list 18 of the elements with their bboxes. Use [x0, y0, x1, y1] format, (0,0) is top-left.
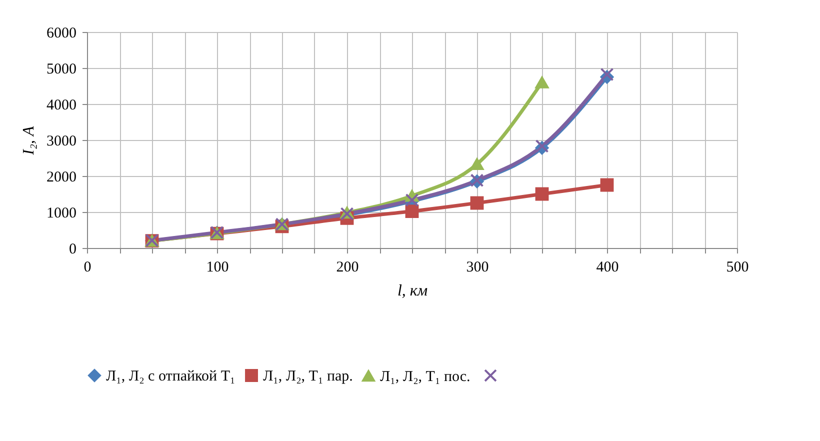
- y-axis-title: I₂, А: [20, 126, 38, 156]
- x-tick-label: 100: [206, 260, 229, 276]
- legend-label: Л₁, Л₂, Т₁ пар.: [263, 368, 353, 385]
- x-tick-label: 500: [726, 260, 749, 276]
- y-tick-label: 1000: [46, 206, 76, 222]
- legend-label: Л₁, Л₂, Т₁ пос.: [380, 368, 470, 385]
- legend-label: Л₁, Л₂ с отпайкой Т₁: [106, 368, 236, 385]
- y-tick-label: 6000: [46, 26, 76, 42]
- y-tick-label: 3000: [46, 134, 76, 150]
- x-tick-label: 200: [336, 260, 359, 276]
- x-tick-label: 0: [84, 260, 92, 276]
- x-tick-label: 300: [466, 260, 489, 276]
- y-tick-label: 4000: [46, 98, 76, 114]
- y-tick-label: 0: [69, 242, 76, 258]
- x-tick-label: 400: [596, 260, 619, 276]
- y-tick-label: 2000: [46, 170, 76, 186]
- y-tick-label: 5000: [46, 62, 76, 78]
- x-axis-title: l, км: [397, 282, 428, 300]
